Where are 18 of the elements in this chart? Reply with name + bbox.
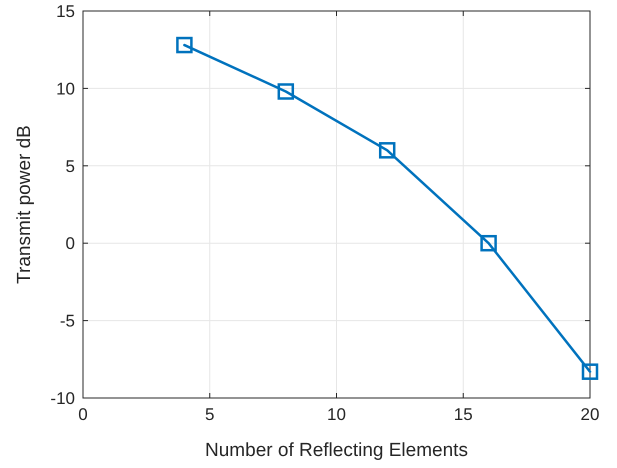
y-tick-label: 10: [56, 79, 75, 98]
y-axis-title: Transmit power dB: [14, 125, 35, 284]
point: [176, 36, 193, 54]
point: [480, 234, 497, 252]
point: [378, 142, 396, 159]
y-tick-label: 0: [66, 234, 75, 254]
point: [278, 83, 294, 100]
y-tick-label: -5: [60, 312, 75, 331]
x-tick-label: 15: [454, 405, 473, 424]
y-tick-label: 15: [56, 2, 75, 21]
point: [582, 363, 598, 380]
y-tick-label: 5: [66, 156, 75, 176]
x-tick-label: 10: [327, 405, 346, 424]
x-tick-label: 0: [78, 405, 88, 424]
y-tick-label: -10: [50, 388, 75, 408]
x-tick-label: 5: [205, 405, 214, 424]
x-axis-title: Number of Reflecting Elements: [205, 440, 468, 461]
x-tick-label: 20: [580, 405, 600, 424]
